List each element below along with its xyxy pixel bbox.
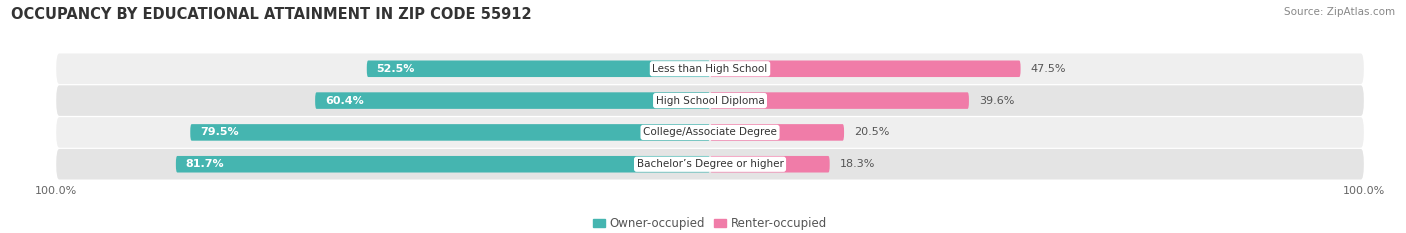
Text: 81.7%: 81.7% [186, 159, 225, 169]
Text: OCCUPANCY BY EDUCATIONAL ATTAINMENT IN ZIP CODE 55912: OCCUPANCY BY EDUCATIONAL ATTAINMENT IN Z… [11, 7, 531, 22]
FancyBboxPatch shape [367, 61, 710, 77]
FancyBboxPatch shape [56, 54, 1364, 84]
Text: 52.5%: 52.5% [377, 64, 415, 74]
FancyBboxPatch shape [315, 92, 710, 109]
Text: 79.5%: 79.5% [200, 127, 239, 137]
Text: College/Associate Degree: College/Associate Degree [643, 127, 778, 137]
Text: Source: ZipAtlas.com: Source: ZipAtlas.com [1284, 7, 1395, 17]
FancyBboxPatch shape [56, 85, 1364, 116]
FancyBboxPatch shape [56, 117, 1364, 148]
FancyBboxPatch shape [710, 124, 844, 141]
Text: 47.5%: 47.5% [1031, 64, 1066, 74]
Text: 39.6%: 39.6% [979, 96, 1014, 106]
FancyBboxPatch shape [710, 156, 830, 172]
Text: Bachelor’s Degree or higher: Bachelor’s Degree or higher [637, 159, 783, 169]
Text: 18.3%: 18.3% [839, 159, 875, 169]
FancyBboxPatch shape [190, 124, 710, 141]
Text: 20.5%: 20.5% [853, 127, 889, 137]
FancyBboxPatch shape [710, 92, 969, 109]
FancyBboxPatch shape [176, 156, 710, 172]
Text: High School Diploma: High School Diploma [655, 96, 765, 106]
Text: Less than High School: Less than High School [652, 64, 768, 74]
FancyBboxPatch shape [710, 61, 1021, 77]
FancyBboxPatch shape [56, 149, 1364, 179]
Text: 60.4%: 60.4% [325, 96, 364, 106]
Legend: Owner-occupied, Renter-occupied: Owner-occupied, Renter-occupied [588, 212, 832, 233]
